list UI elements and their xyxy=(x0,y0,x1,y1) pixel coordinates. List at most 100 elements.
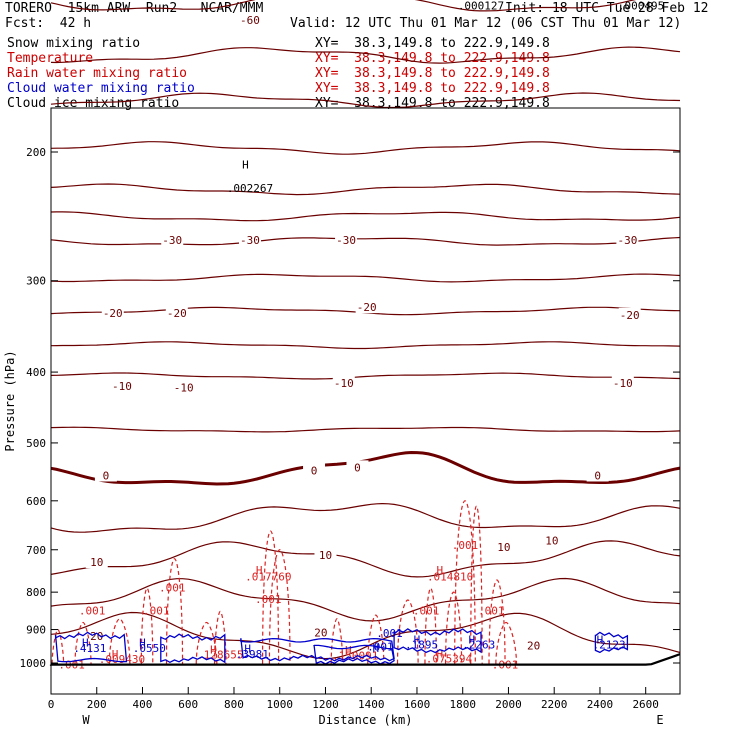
isotherm-label-bg xyxy=(618,307,641,321)
rain-label: H xyxy=(256,564,263,577)
rain-contour xyxy=(424,587,438,664)
rain-contour xyxy=(495,621,518,664)
isotherm-line xyxy=(50,0,637,12)
plot-frame xyxy=(50,107,681,695)
isotherm-line xyxy=(50,141,681,155)
rain-contour xyxy=(213,610,227,664)
x-tick-label: 2000 xyxy=(495,698,522,711)
isotherm-label-bg xyxy=(355,300,378,314)
isotherm-label: 20 xyxy=(314,626,327,639)
isotherm-label: -10 xyxy=(334,377,354,390)
cloud-water-label: .4131 xyxy=(73,642,106,655)
field-name: Snow mixing ratio xyxy=(7,36,141,51)
y-tick-label: 500 xyxy=(26,437,46,450)
isotherm-label: 10 xyxy=(319,549,332,562)
cloud-water-label: .001 xyxy=(367,641,394,654)
rain-label: .001 xyxy=(255,593,282,606)
y-tick-label: 1000 xyxy=(20,657,47,670)
rain-label: .009430 xyxy=(99,653,145,666)
isotherm-line xyxy=(50,92,681,109)
valid-time: Valid: 12 UTC Thu 01 Mar 12 (06 CST Thu … xyxy=(290,16,682,31)
isotherm-label-bg xyxy=(540,533,563,547)
rain-label: H xyxy=(112,648,119,661)
rain-contour xyxy=(396,599,419,664)
rain-label: H xyxy=(437,647,444,660)
rain-contour xyxy=(444,591,463,664)
isotherm-label-bg xyxy=(314,548,337,562)
isotherm-label-bg xyxy=(616,233,639,247)
y-axis-title: Pressure (hPa) xyxy=(3,350,17,451)
x-tick-label: 400 xyxy=(133,698,153,711)
isotherm-line xyxy=(50,502,681,533)
isotherm-label-bg xyxy=(611,375,634,389)
isotherm-label-bg xyxy=(101,305,124,319)
x-tick-label: 200 xyxy=(87,698,107,711)
rain-contour xyxy=(367,614,385,664)
terrain-line xyxy=(49,653,681,666)
west-label: W xyxy=(82,713,90,727)
rain-contour xyxy=(261,530,280,664)
cloud-water-contour xyxy=(313,644,395,665)
isotherm-label: -20 xyxy=(620,309,640,322)
cloud-water-label: H xyxy=(469,633,476,646)
isotherm-label-bg xyxy=(85,555,108,569)
isotherm-label-bg xyxy=(85,628,108,642)
cloud-water-contour xyxy=(54,631,128,663)
isotherm-label-bg xyxy=(335,233,358,247)
cloud-water-label: H xyxy=(597,633,604,646)
rain-contour xyxy=(195,621,218,664)
x-tick-label: 1200 xyxy=(312,698,339,711)
isotherm-line xyxy=(50,372,681,380)
cloud-water-label: .2263 xyxy=(462,639,495,652)
rain-label: H xyxy=(437,564,444,577)
rain-label: .001 xyxy=(79,605,106,618)
rain-label: .017760 xyxy=(245,571,291,584)
x-tick-label: 0 xyxy=(48,698,55,711)
rain-label: H xyxy=(345,644,352,657)
x-tick-label: 800 xyxy=(224,698,244,711)
isotherm-label: 10 xyxy=(90,556,103,569)
isotherm-label-bg xyxy=(522,638,545,652)
isotherm-label: -10 xyxy=(112,380,132,393)
cloud-water-label: H xyxy=(372,642,379,655)
isotherm-line xyxy=(50,211,681,222)
rain-contour xyxy=(488,579,506,664)
rain-label: .001 xyxy=(452,539,479,552)
y-tick-label: 900 xyxy=(26,624,46,637)
isotherm-label-bg xyxy=(332,375,355,389)
isotherm-line xyxy=(50,46,681,64)
isotherm-label-bg xyxy=(346,460,369,474)
cloud-ice-label: .002267 xyxy=(227,182,273,195)
forecast-hour: Fcst: 42 h xyxy=(5,16,92,31)
cloud-ice-label: .000495 xyxy=(618,0,664,12)
rain-label: .001 xyxy=(143,605,170,618)
field-section-coords: XY= 38.3,149.8 to 222.9,149.8 xyxy=(315,36,550,51)
isotherm-label: 0 xyxy=(594,469,601,482)
cloud-ice-label: .000127 xyxy=(458,0,504,12)
isotherm-label: 10 xyxy=(497,541,510,554)
cloud-water-contour xyxy=(594,631,629,654)
rain-label: .150091 xyxy=(332,649,378,662)
isotherm-label: 20 xyxy=(90,630,103,643)
rain-label: .001 xyxy=(413,605,440,618)
cloud-water-label: .1895 xyxy=(405,639,438,652)
isotherm-line xyxy=(50,611,681,660)
isotherm-label: -30 xyxy=(240,234,260,247)
rain-label: .001 xyxy=(159,581,186,594)
y-tick-label: 400 xyxy=(26,366,46,379)
isotherm-label: 0 xyxy=(103,469,110,482)
isotherm-line xyxy=(50,341,681,350)
cloud-water-label: H xyxy=(82,637,89,650)
isotherm-label: -10 xyxy=(174,382,194,395)
cloud-water-contour xyxy=(160,633,226,664)
rain-label: H xyxy=(210,643,217,656)
x-tick-label: 2400 xyxy=(587,698,614,711)
cloud-water-contour xyxy=(393,628,482,654)
rain-contour xyxy=(330,618,344,664)
cloud-water-label: .0550 xyxy=(133,642,166,655)
isotherm-label: 0 xyxy=(354,461,361,474)
cloud-water-label: .001 xyxy=(376,627,403,640)
isotherm-label-bg xyxy=(586,468,609,482)
isotherm-label-bg xyxy=(94,468,117,482)
isotherm-label-bg xyxy=(110,379,133,393)
